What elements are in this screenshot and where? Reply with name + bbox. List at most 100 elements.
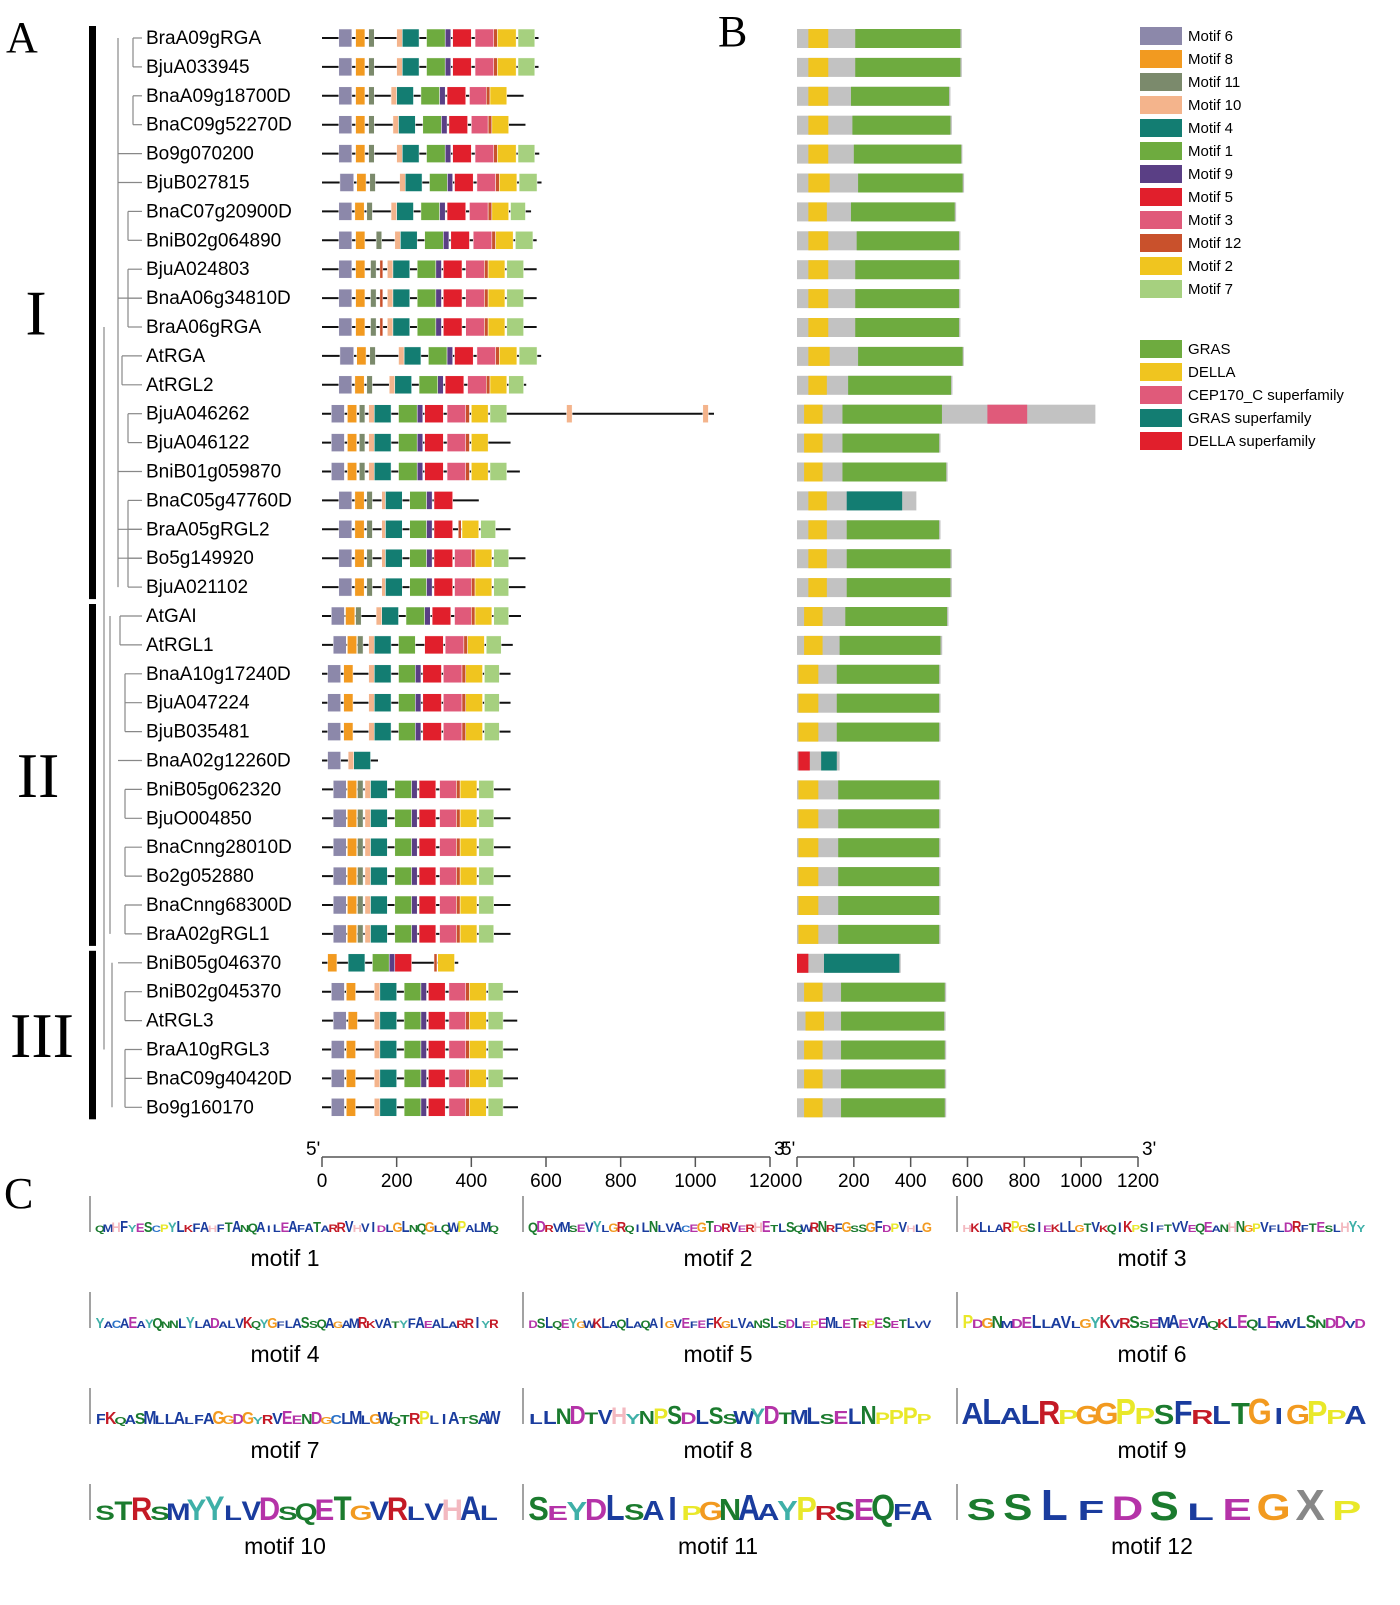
logo-residue: E (547, 1502, 568, 1525)
motif-box-m7 (487, 1011, 504, 1030)
logo-residue: Q (871, 1488, 895, 1529)
motif-box-m2 (465, 693, 483, 712)
domain-row (797, 375, 953, 395)
legend-swatch-m5 (1140, 188, 1182, 206)
logo-residue: R (858, 1321, 867, 1331)
logo-residue: F (835, 1221, 843, 1235)
logo-residue: R (337, 1220, 347, 1235)
motif-box-m8 (343, 664, 354, 684)
motif-box-m12 (487, 115, 493, 134)
motif-box-m9 (411, 837, 418, 857)
logo-residue: D (1011, 1317, 1022, 1331)
logo-residue: W (800, 1222, 813, 1235)
motif-box-m4 (405, 173, 423, 192)
motif-box-m7 (517, 57, 536, 77)
legend: Motif 6 Motif 8 Motif 11 Motif 10 Motif 4 Mot… (1140, 27, 1344, 450)
logo-residue: T (779, 1410, 793, 1428)
motif-box-m7 (484, 664, 500, 684)
logo-residue: E (292, 1413, 303, 1426)
domain-box-DELLA (808, 578, 827, 598)
motif-box-m1 (420, 202, 440, 221)
logo-residue: N (301, 1412, 312, 1428)
domain-box-GRAS (852, 115, 951, 135)
axis-tick-label: 1200 (749, 1171, 791, 1192)
domain-row (797, 1011, 946, 1031)
logo-residue: H (1340, 1220, 1349, 1235)
logo-residue: P (875, 1410, 890, 1428)
motif-box-m2 (489, 375, 508, 395)
motif-box-m9 (416, 404, 424, 423)
motif-box-m3 (439, 924, 457, 944)
axis-start-label: 5' (306, 1139, 320, 1160)
motif-box-m3 (471, 115, 489, 134)
gene-label: BniB02g064890 (146, 230, 281, 251)
motif-row (322, 722, 511, 741)
domain-row (797, 433, 941, 453)
motif-box-m11 (369, 173, 376, 192)
logo-residue: E (281, 1220, 290, 1235)
motif-box-m2 (489, 86, 508, 106)
motif-box-m12 (484, 288, 489, 308)
motif-box-m3 (439, 780, 457, 799)
motif-box-m8 (347, 809, 357, 828)
motif-box-m4 (374, 664, 392, 684)
logo-residue: W (583, 1318, 596, 1331)
motif-box-m8 (347, 433, 357, 452)
motif-box-m12 (465, 1011, 470, 1030)
motif-box-m9 (420, 1098, 427, 1117)
domain-row (797, 231, 961, 251)
logo-residue: N (1236, 1219, 1245, 1237)
motif-box-m10 (347, 751, 354, 770)
logo-residue: P (1326, 1406, 1347, 1429)
logo-residue: L (982, 1392, 1001, 1433)
logo-residue: L (778, 1221, 786, 1235)
logo-residue: T (770, 1224, 778, 1234)
motif-box-m11 (366, 577, 373, 597)
domain-box-GRAS (855, 57, 961, 77)
logo-residue: V (375, 1316, 384, 1331)
motif-box-m4 (374, 433, 392, 452)
motif-box-m4 (398, 115, 416, 134)
motif-box-m5 (418, 924, 437, 944)
domain-row (797, 1098, 947, 1118)
logo-residue: Y (145, 1316, 154, 1331)
gene-label: BnaA02g12260D (146, 751, 291, 772)
logo-residue: E (424, 1319, 433, 1330)
logo-residue: I (1118, 1220, 1122, 1235)
motif-row (322, 1098, 518, 1117)
logo-residue: Q (1207, 1319, 1219, 1331)
motif-box-m10 (381, 491, 386, 510)
domain-box-GRAS (855, 318, 959, 337)
logo-residue: N (992, 1312, 1003, 1332)
motif-box-m9 (420, 982, 427, 1001)
motif-box-m12 (379, 288, 384, 308)
motif-box-m2 (469, 1011, 487, 1030)
logo-residue: D (680, 1410, 696, 1428)
motif-box-m4 (379, 1040, 397, 1059)
logo-residue: T (1231, 1396, 1250, 1431)
legend-swatch-m4 (1140, 119, 1182, 137)
motif-box-m1 (403, 1069, 422, 1088)
logo-residue: V (1188, 1316, 1199, 1332)
logo-residue: A (325, 1314, 335, 1331)
axis-end-label: 3' (774, 1139, 788, 1160)
domain-row (797, 896, 941, 915)
motif-box-m10 (396, 144, 403, 163)
logo-residue: S (144, 1218, 153, 1235)
domain-box-GRAS_sf (823, 953, 900, 973)
domain-box-DELLA (808, 318, 829, 337)
motif-box-m4 (392, 288, 410, 308)
legend-label: Motif 11 (1188, 74, 1240, 91)
logo-residue: S (135, 1411, 146, 1428)
motif-box-m1 (416, 259, 437, 279)
logo-residue: T (459, 1415, 469, 1427)
logo-residue: K (1123, 1219, 1133, 1237)
logo-residue: Y (1357, 1224, 1366, 1234)
logo-residue: L (429, 1413, 439, 1426)
domain-box-GRAS (842, 404, 942, 424)
logo-residue: V (1260, 1218, 1269, 1235)
logo-residue: E (1043, 1225, 1052, 1235)
axis-end-label: 3' (1142, 1139, 1156, 1160)
motif-box-m8 (355, 28, 366, 48)
